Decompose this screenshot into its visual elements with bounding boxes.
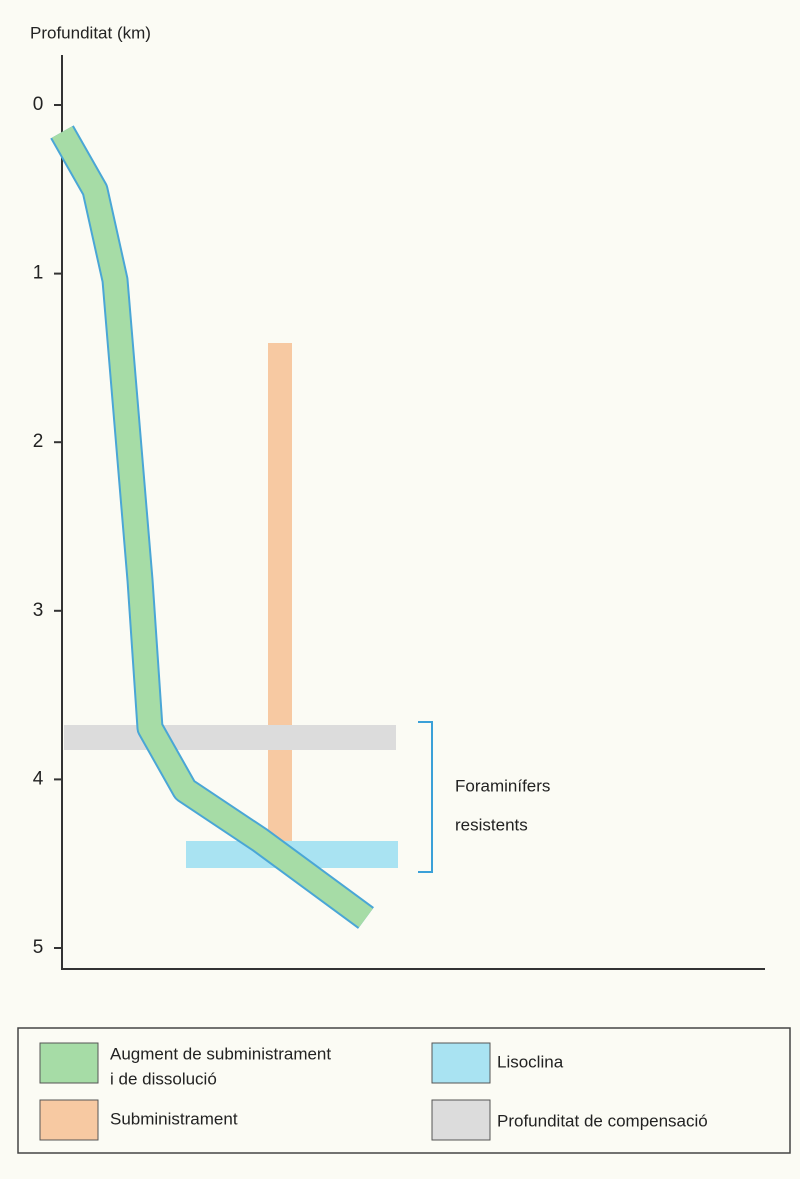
legend-label: i de dissolució (110, 1069, 217, 1088)
bracket (418, 721, 433, 873)
y-tick-label: 2 (33, 431, 44, 452)
y-tick-label: 0 (33, 94, 44, 115)
legend-label: Augment de subministrament (110, 1044, 331, 1063)
legend-box (17, 1027, 791, 1154)
legend-swatch (431, 1099, 491, 1141)
legend-label: Subministrament (110, 1109, 238, 1128)
legend-swatch (39, 1042, 99, 1084)
legend-label: Profunditat de compensació (497, 1111, 708, 1130)
legend-swatch (39, 1099, 99, 1141)
dissolution-curve (52, 126, 373, 928)
y-tick-label: 3 (33, 600, 44, 621)
compensation-band (64, 725, 396, 750)
y-tick-label: 1 (33, 263, 44, 284)
supply-bar (268, 343, 292, 851)
annotation: Foraminífers (455, 776, 550, 795)
y-tick-label: 5 (33, 937, 44, 958)
axis-label: Profunditat (km) (30, 23, 151, 42)
y-tick-label: 4 (33, 768, 44, 789)
legend-swatch (431, 1042, 491, 1084)
annotation: resistents (455, 815, 528, 834)
legend-label: Lisoclina (497, 1052, 564, 1071)
